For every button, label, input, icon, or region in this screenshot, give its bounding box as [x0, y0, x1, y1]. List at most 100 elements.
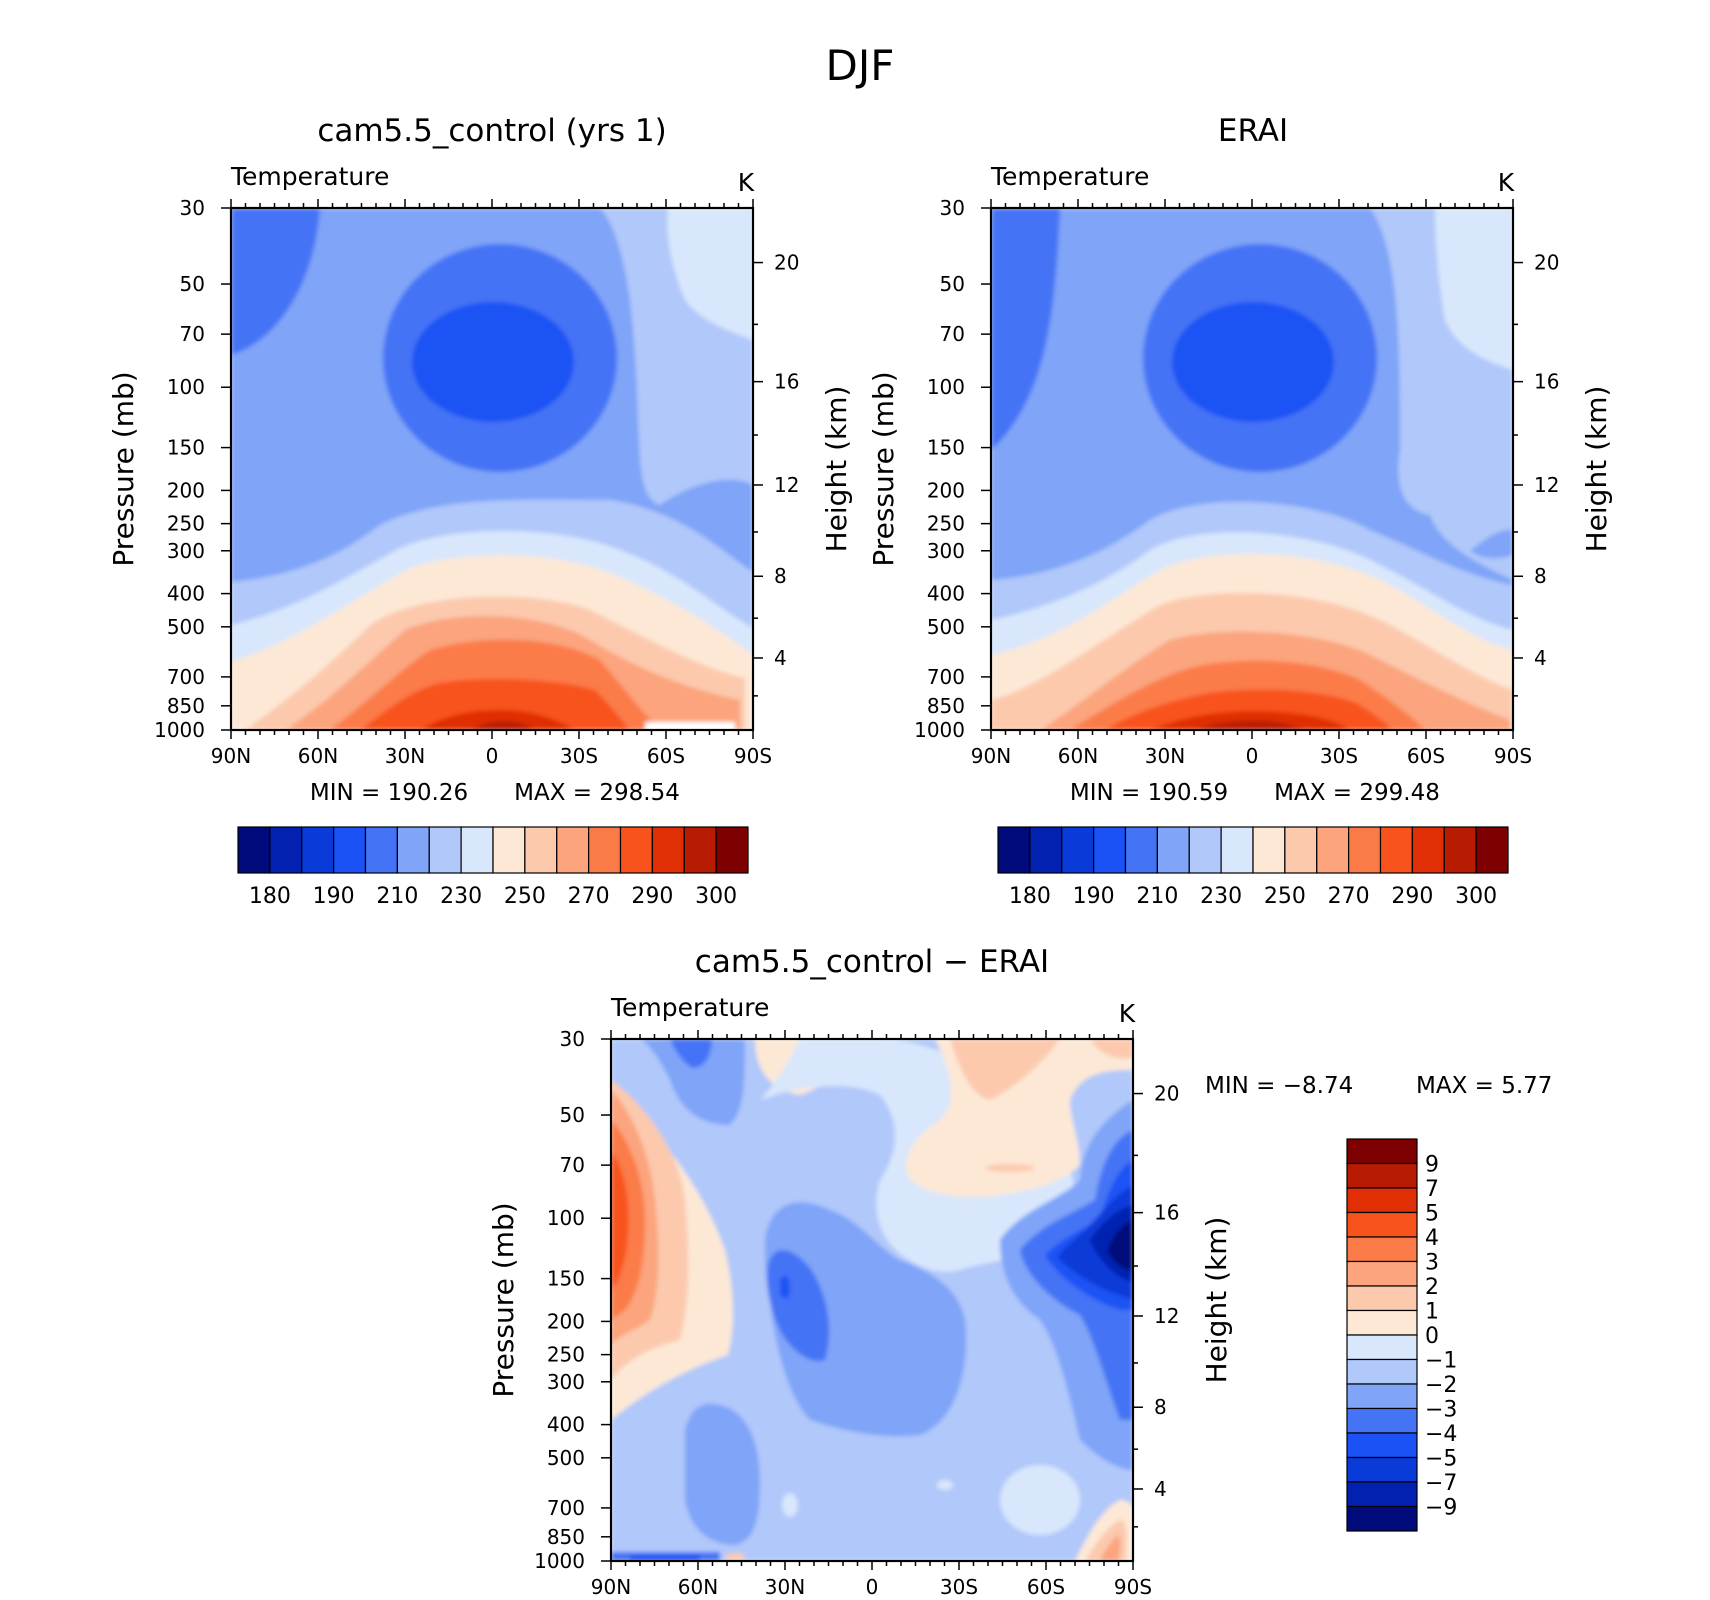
colorbar-label: −1	[1425, 1349, 1457, 1374]
x-tick-label: 30S	[1320, 744, 1358, 768]
colorbar-label: −3	[1425, 1398, 1457, 1423]
colorbar-swatch	[1346, 1505, 1418, 1532]
contour-band	[1435, 208, 1513, 370]
colorbar-label: 5	[1425, 1202, 1439, 1227]
figure-title: DJF	[826, 41, 895, 90]
colorbar-swatch	[619, 826, 653, 874]
max-label: MAX = 298.54	[514, 780, 680, 806]
colorbar-label: −9	[1425, 1496, 1457, 1521]
y-tick-label: 700	[927, 665, 965, 689]
contour-field	[611, 1039, 1133, 1561]
colorbar-label: 7	[1425, 1177, 1439, 1202]
contour-band	[670, 1039, 712, 1068]
max-label: MAX = 299.48	[1274, 780, 1440, 806]
panel-difference: cam5.5_control − ERAI Temperature K	[487, 944, 1552, 1599]
colorbar-swatch	[1346, 1285, 1418, 1312]
y2-axis-title: Height (km)	[1580, 386, 1613, 553]
contour-band	[985, 1164, 1035, 1172]
contour-band	[1172, 302, 1334, 422]
colorbar-swatch	[1346, 1309, 1418, 1336]
colorbar-swatch	[1346, 1407, 1418, 1434]
y2-tick-label: 20	[1154, 1082, 1179, 1106]
y2-tick-label: 12	[1534, 473, 1559, 497]
colorbar-swatch	[1379, 826, 1413, 874]
y-tick-label: 300	[927, 539, 965, 563]
x-tick-label: 30N	[765, 1575, 805, 1599]
colorbar-swatch	[524, 826, 558, 874]
y-tick-label: 70	[940, 322, 965, 346]
colorbar-swatch	[651, 826, 685, 874]
contour-band	[950, 1039, 1060, 1100]
colorbar-swatch	[492, 826, 526, 874]
colorbar-swatch	[1346, 1456, 1418, 1483]
units-label: K	[738, 168, 755, 197]
colorbar-label: 3	[1425, 1251, 1439, 1276]
x-tick-label: 90S	[1494, 744, 1532, 768]
y2-tick-label: 4	[1154, 1477, 1167, 1501]
axes: 90N 60N 30N 0 30S 60S 90S 30 50 70 100 150 200 250 300…	[154, 196, 799, 768]
contour-band	[1090, 1039, 1133, 1059]
contour-band	[782, 1493, 798, 1517]
contour-band	[906, 1039, 1133, 1197]
x-tick-label: 60N	[1058, 744, 1098, 768]
axes: 90N 60N 30N 0 30S 60S 90S 30 50 70 100 150 200 250 300…	[914, 196, 1559, 768]
x-tick-label: 0	[486, 744, 499, 768]
x-tick-label: 60N	[298, 744, 338, 768]
colorbar-swatch	[396, 826, 430, 874]
y-tick-label: 70	[560, 1153, 585, 1177]
y2-tick-label: 12	[1154, 1304, 1179, 1328]
y-axis-title: Pressure (mb)	[107, 371, 140, 566]
colorbar-swatch	[1029, 826, 1063, 874]
contour-band	[1195, 720, 1305, 730]
colorbar-swatch	[1188, 826, 1222, 874]
colorbar-swatch	[1443, 826, 1477, 874]
contour-band	[360, 678, 630, 730]
x-tick-label: 90N	[971, 744, 1011, 768]
y2-tick-label: 4	[1534, 646, 1547, 670]
y-tick-label: 400	[927, 582, 965, 606]
contour-band	[420, 710, 575, 730]
colorbar-swatch	[333, 826, 367, 874]
colorbar-label: 210	[376, 884, 418, 909]
contour-band	[231, 208, 320, 355]
colorbar-swatch	[460, 826, 494, 874]
colorbar-label: 4	[1425, 1226, 1439, 1251]
x-tick-label: 60S	[1407, 744, 1445, 768]
colorbar-swatch	[588, 826, 622, 874]
contour-band	[470, 721, 535, 730]
min-label: MIN = −8.74	[1205, 1073, 1353, 1099]
y-tick-label: 500	[547, 1446, 585, 1470]
colorbar-label: 190	[313, 884, 355, 909]
x-tick-label: 0	[1246, 744, 1259, 768]
y-tick-label: 200	[927, 478, 965, 502]
y-tick-label: 150	[167, 436, 205, 460]
colorbar-label: 1	[1425, 1300, 1439, 1325]
colorbar-label: 190	[1073, 884, 1115, 909]
colorbar-label: 180	[1009, 884, 1051, 909]
colorbar-swatch	[997, 826, 1031, 874]
y-tick-label: 400	[547, 1413, 585, 1437]
y-axis-title: Pressure (mb)	[487, 1202, 520, 1397]
colorbar-label: 230	[440, 884, 482, 909]
x-tick-label: 0	[866, 1575, 879, 1599]
y-tick-label: 150	[547, 1267, 585, 1291]
max-label: MAX = 5.77	[1416, 1073, 1552, 1099]
colorbar-swatch	[269, 826, 303, 874]
contour-band	[1100, 1535, 1121, 1561]
contour-band	[645, 722, 735, 730]
panel-model: cam5.5_control (yrs 1) Temperature K	[107, 113, 853, 909]
colorbar-label: 290	[1391, 884, 1433, 909]
y2-tick-label: 20	[774, 251, 799, 275]
colorbar-swatch	[1475, 826, 1509, 874]
y-tick-label: 200	[547, 1309, 585, 1333]
x-tick-label: 30S	[560, 744, 598, 768]
y2-tick-label: 20	[1534, 251, 1559, 275]
panel-obs: ERAI Temperature K	[867, 113, 1613, 909]
colorbar-swatch	[1346, 1260, 1418, 1287]
y-tick-label: 100	[167, 375, 205, 399]
colorbar-swatch	[1316, 826, 1350, 874]
x-tick-label: 30N	[385, 744, 425, 768]
colorbar-swatch	[237, 826, 271, 874]
min-label: MIN = 190.26	[310, 780, 468, 806]
y2-tick-label: 16	[1154, 1201, 1179, 1225]
